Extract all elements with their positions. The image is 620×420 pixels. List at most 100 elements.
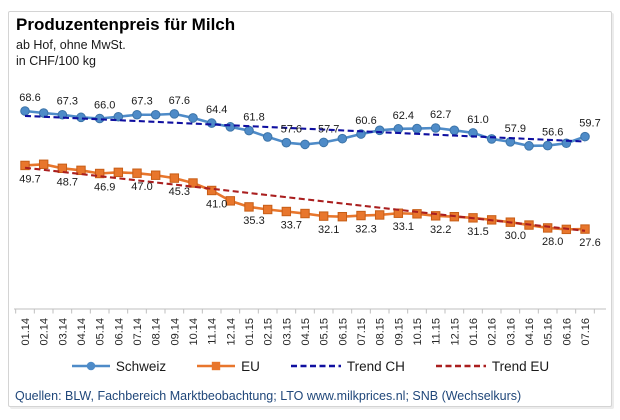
marker-square-eu — [38, 159, 49, 169]
data-label-schweiz: 57.7 — [318, 123, 339, 135]
marker-square-eu — [244, 202, 254, 212]
x-tick-label: 07.14 — [132, 318, 144, 346]
x-tick-label: 05.16 — [543, 318, 555, 346]
x-tick-label: 09.15 — [393, 318, 405, 346]
legend-item-trend-ch: Trend CH — [290, 359, 405, 374]
data-label-schweiz: 67.6 — [169, 95, 190, 107]
marker-circle-schweiz — [449, 125, 460, 136]
x-tick-label: 10.15 — [412, 318, 424, 346]
data-label-eu: 41.0 — [206, 198, 227, 210]
x-tick-label: 06.16 — [561, 318, 573, 346]
data-label-schweiz: 56.6 — [542, 127, 563, 139]
legend-label: Schweiz — [115, 358, 167, 374]
chart-legend: Schweiz EU Trend CH Trend EU — [8, 355, 612, 377]
marker-square-eu — [20, 160, 30, 171]
x-tick-label: 01.14 — [20, 318, 32, 346]
data-label-schweiz: 60.6 — [355, 115, 376, 127]
x-tick-label: 02.16 — [487, 318, 499, 346]
data-label-eu: 27.6 — [579, 237, 600, 249]
marker-circle-schweiz — [169, 109, 180, 119]
x-tick-label: 11.14 — [207, 318, 219, 345]
x-tick-label: 05.14 — [95, 318, 107, 346]
data-label-schweiz: 67.3 — [57, 96, 78, 108]
marker-circle-schweiz — [374, 125, 385, 136]
marker-square-eu — [412, 209, 422, 219]
marker-square-eu — [356, 210, 366, 221]
x-tick-label: 03.16 — [505, 318, 517, 346]
legend-item-eu: EU — [196, 359, 260, 374]
marker-square-eu — [374, 210, 385, 220]
x-tick-label: 02.14 — [39, 318, 51, 346]
marker-square-eu — [113, 167, 124, 178]
x-tick-label: 06.14 — [113, 318, 125, 346]
data-label-eu: 32.1 — [318, 224, 339, 236]
chart-frame-border — [8, 11, 612, 407]
data-label-eu: 46.9 — [94, 181, 115, 193]
source-citation: Quellen: BLW, Fachbereich Marktbeobachtu… — [15, 389, 522, 403]
marker-circle-schweiz — [542, 140, 553, 151]
x-tick-label: 05.15 — [319, 318, 331, 346]
legend-swatch-line-circle-icon — [71, 361, 110, 371]
data-label-schweiz: 67.3 — [131, 96, 152, 108]
marker-circle-schweiz — [337, 133, 348, 144]
marker-square-eu — [57, 163, 68, 174]
marker-circle-schweiz — [132, 109, 142, 120]
data-label-eu: 33.7 — [281, 220, 302, 232]
legend-label: Trend CH — [346, 358, 405, 374]
data-label-schweiz: 61.0 — [467, 114, 488, 126]
marker-circle-schweiz — [113, 111, 124, 122]
marker-square-eu — [150, 170, 161, 180]
data-label-eu: 35.3 — [243, 215, 264, 227]
marker-square-eu — [225, 196, 236, 206]
x-tick-label: 02.15 — [263, 318, 275, 346]
series-line-eu — [24, 162, 586, 231]
x-tick-label: 04.14 — [76, 318, 88, 346]
marker-square-eu — [318, 211, 329, 221]
data-label-eu: 33.1 — [393, 221, 414, 233]
trend-line-trend-eu — [24, 166, 586, 232]
marker-square-eu — [132, 168, 142, 178]
marker-circle-schweiz — [430, 123, 441, 133]
marker-circle-schweiz — [206, 118, 217, 128]
marker-square-eu — [281, 206, 292, 217]
line-chart-plot: 01.14 02.14 03.14 04.14 05.14 06.14 07.14 08.14… — [14, 92, 606, 346]
data-label-schweiz: 62.7 — [430, 109, 451, 121]
marker-square-eu — [94, 168, 105, 179]
data-label-eu: 49.7 — [19, 173, 40, 185]
chart-title: Produzentenpreis für Milch — [16, 15, 236, 34]
x-tick-label: 06.15 — [337, 318, 349, 346]
x-tick-label: 12.14 — [225, 318, 237, 346]
marker-square-eu — [262, 204, 273, 215]
trend-line-trend-ch — [24, 114, 586, 143]
x-tick-label: 10.14 — [188, 318, 200, 346]
x-tick-label: 07.16 — [580, 318, 592, 346]
x-tick-label: 04.16 — [524, 318, 536, 346]
marker-circle-schweiz — [281, 137, 292, 148]
marker-square-eu — [300, 208, 310, 219]
chart-subtitle-line1: ab Hof, ohne MwSt. — [16, 38, 126, 53]
data-label-eu: 47.0 — [131, 181, 152, 193]
legend-swatch-dashed-line-icon — [435, 364, 486, 368]
marker-circle-schweiz — [318, 137, 329, 148]
legend-swatch-dashed-line-icon — [290, 364, 341, 368]
data-label-schweiz: 62.4 — [393, 110, 414, 122]
x-tick-label: 09.14 — [169, 318, 181, 346]
x-tick-label: 07.15 — [356, 318, 368, 346]
x-tick-label: 11.15 — [431, 318, 443, 345]
marker-square-eu — [580, 224, 590, 234]
marker-circle-schweiz — [188, 113, 198, 123]
marker-square-eu — [542, 223, 553, 233]
data-label-eu: 32.2 — [430, 224, 451, 236]
marker-circle-schweiz — [225, 122, 236, 132]
x-tick-label: 01.15 — [244, 318, 256, 346]
legend-item-schweiz: Schweiz — [71, 359, 166, 374]
x-tick-label: 04.15 — [300, 318, 312, 346]
x-tick-label: 12.15 — [449, 318, 461, 346]
data-label-schweiz: 57.9 — [505, 123, 526, 135]
marker-circle-schweiz — [412, 123, 422, 134]
legend-label: Trend EU — [491, 358, 550, 374]
marker-circle-schweiz — [524, 141, 534, 151]
x-tick-label: 08.15 — [375, 318, 387, 346]
data-label-eu: 30.0 — [505, 230, 526, 242]
